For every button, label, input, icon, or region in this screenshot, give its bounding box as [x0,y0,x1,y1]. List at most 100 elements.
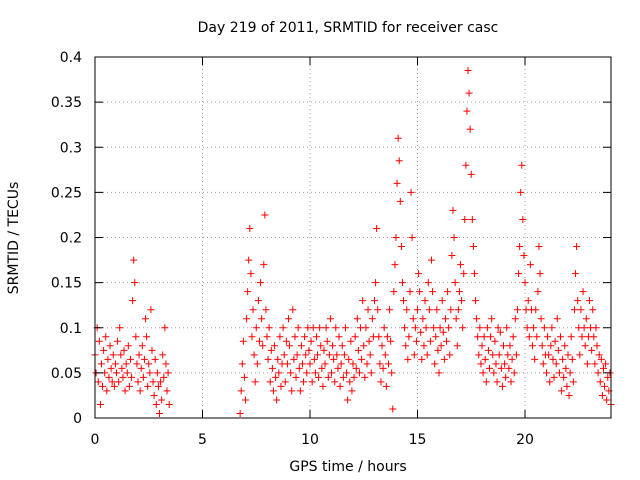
data-point [384,360,392,368]
data-point [120,346,128,354]
chart-title: Day 219 of 2011, SRMTID for receiver cas… [198,20,499,36]
data-point [124,342,132,350]
data-point [115,378,123,386]
data-point [274,355,282,363]
data-point [462,161,470,169]
data-point [382,382,390,390]
data-point [354,346,362,354]
data-point [126,355,134,363]
data-point [315,373,323,381]
data-point [349,360,357,368]
data-point [591,360,599,368]
data-point [283,360,291,368]
data-point [160,373,168,381]
data-point [300,378,308,386]
data-point [336,382,344,390]
y-tick-label: 0.05 [51,366,82,382]
data-point [314,351,322,359]
data-point [295,364,303,372]
data-point [502,373,510,381]
data-point [329,342,337,350]
data-point [262,306,270,314]
data-point [583,360,591,368]
data-point [488,315,496,323]
data-point [554,346,562,354]
data-point [531,355,539,363]
data-point [364,306,372,314]
data-point [285,315,292,323]
data-point [265,324,273,332]
x-tick-label: 15 [409,432,427,448]
data-point [333,351,341,359]
data-point [254,297,262,305]
data-point [312,333,320,341]
data-point [536,270,544,278]
data-point [507,378,515,386]
data-point [95,337,103,345]
data-point [387,337,395,345]
data-point [561,342,569,350]
data-point [478,342,486,350]
y-tick-label: 0.35 [51,95,82,111]
data-point [116,324,124,332]
data-point [484,346,492,354]
data-point [324,373,332,381]
data-point [157,378,165,386]
data-point [550,373,558,381]
data-point [602,360,610,368]
y-tick-label: 0.2 [60,231,82,247]
data-point [513,306,521,314]
data-point [389,405,397,413]
data-point [359,297,367,305]
data-point [459,324,467,332]
data-point [239,337,247,345]
data-point [269,387,277,395]
data-point [303,369,311,377]
data-point [363,360,371,368]
data-point [458,297,466,305]
data-point [501,360,509,368]
data-point [139,373,147,381]
data-point [457,261,464,269]
data-point [558,387,566,395]
data-point [288,387,296,395]
data-point [394,134,402,142]
data-point [292,373,300,381]
data-point [311,369,319,377]
data-point [267,346,275,354]
data-point [414,306,421,314]
data-point [289,306,297,314]
data-point [582,315,590,323]
data-point [123,369,131,377]
data-point [381,351,389,359]
data-point [566,369,574,377]
data-point [417,328,425,336]
data-point [308,378,316,386]
data-point [564,351,572,359]
data-point [145,360,153,368]
data-point [393,179,401,187]
data-point [298,360,306,368]
data-point [424,279,432,287]
data-point [593,342,601,350]
data-point [146,369,154,377]
data-point [372,279,380,287]
data-point [429,288,437,296]
data-point [487,333,495,341]
data-point [143,333,151,341]
data-point [249,306,257,314]
data-point [132,333,140,341]
data-point [396,197,404,205]
data-point [580,324,588,332]
data-point [469,243,477,251]
data-point [547,342,555,350]
data-point [151,355,159,363]
data-point [386,306,394,314]
data-point [604,373,612,381]
data-point [491,337,499,345]
data-point [486,364,494,372]
data-point [433,306,441,314]
data-point [427,256,435,264]
data-point [159,351,167,359]
